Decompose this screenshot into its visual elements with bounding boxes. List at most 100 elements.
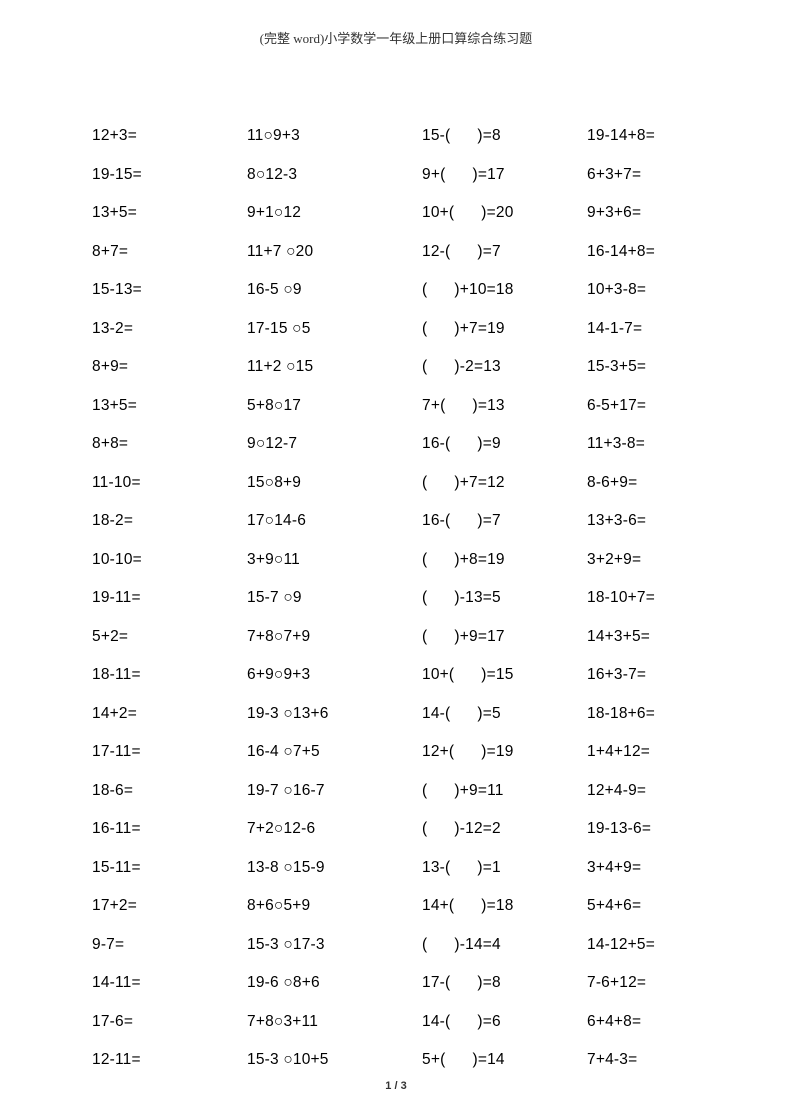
page-footer: 1 / 3	[0, 1080, 792, 1092]
problem-cell: 13+5=	[92, 204, 247, 222]
problem-cell: 8○12-3	[247, 166, 422, 184]
problem-cell: 8-6+9=	[587, 474, 742, 492]
problem-cell: 15-13=	[92, 281, 247, 299]
problem-cell: 17+2=	[92, 897, 247, 915]
problem-cell: 8+6○5+9	[247, 897, 422, 915]
problem-cell: 3+9○11	[247, 551, 422, 569]
problem-cell: 5+2=	[92, 628, 247, 646]
problem-cell: 11+2 ○15	[247, 358, 422, 376]
problem-cell: 15-11=	[92, 859, 247, 877]
problem-cell: 10+( )=20	[422, 204, 587, 222]
problem-cell: 16-11=	[92, 820, 247, 838]
problem-cell: ( )+8=19	[422, 551, 587, 569]
problem-cell: 18-10+7=	[587, 589, 742, 607]
problem-cell: 5+( )=14	[422, 1051, 587, 1069]
problem-cell: 17-6=	[92, 1013, 247, 1031]
problem-cell: ( )+10=18	[422, 281, 587, 299]
problem-cell: 11-10=	[92, 474, 247, 492]
problem-cell: 15-( )=8	[422, 127, 587, 145]
problem-cell: 11+3-8=	[587, 435, 742, 453]
problem-cell: 11○9+3	[247, 127, 422, 145]
problem-cell: 7+8○7+9	[247, 628, 422, 646]
problem-cell: 12+3=	[92, 127, 247, 145]
problem-cell: 15-3+5=	[587, 358, 742, 376]
problem-cell: 7+2○12-6	[247, 820, 422, 838]
problem-cell: 13-2=	[92, 320, 247, 338]
problem-cell: ( )-14=4	[422, 936, 587, 954]
problem-grid: 12+3=11○9+315-( )=819-14+8=19-15=8○12-39…	[92, 127, 712, 1069]
problem-cell: ( )-13=5	[422, 589, 587, 607]
problem-cell: 10+( )=15	[422, 666, 587, 684]
problem-cell: 3+2+9=	[587, 551, 742, 569]
problem-cell: 17○14-6	[247, 512, 422, 530]
problem-cell: 14+2=	[92, 705, 247, 723]
problem-cell: 10+3-8=	[587, 281, 742, 299]
problem-cell: 9+1○12	[247, 204, 422, 222]
problem-cell: 14+( )=18	[422, 897, 587, 915]
problem-cell: 7+4-3=	[587, 1051, 742, 1069]
problem-cell: 14-( )=6	[422, 1013, 587, 1031]
problem-cell: 17-( )=8	[422, 974, 587, 992]
problem-cell: 14-( )=5	[422, 705, 587, 723]
problem-cell: 19-15=	[92, 166, 247, 184]
worksheet-content: 12+3=11○9+315-( )=819-14+8=19-15=8○12-39…	[0, 47, 792, 1069]
problem-cell: 8+9=	[92, 358, 247, 376]
problem-cell: 13-8 ○15-9	[247, 859, 422, 877]
problem-cell: 15○8+9	[247, 474, 422, 492]
problem-cell: 13-( )=1	[422, 859, 587, 877]
problem-cell: 19-7 ○16-7	[247, 782, 422, 800]
problem-cell: 8+7=	[92, 243, 247, 261]
problem-cell: 7+8○3+11	[247, 1013, 422, 1031]
problem-cell: 18-18+6=	[587, 705, 742, 723]
problem-cell: 19-3 ○13+6	[247, 705, 422, 723]
problem-cell: 9○12-7	[247, 435, 422, 453]
problem-cell: 14-1-7=	[587, 320, 742, 338]
problem-cell: 16-4 ○7+5	[247, 743, 422, 761]
problem-cell: 19-13-6=	[587, 820, 742, 838]
problem-cell: 15-3 ○17-3	[247, 936, 422, 954]
problem-cell: 12+( )=19	[422, 743, 587, 761]
problem-cell: 5+8○17	[247, 397, 422, 415]
problem-cell: 6+4+8=	[587, 1013, 742, 1031]
problem-cell: 16-14+8=	[587, 243, 742, 261]
problem-cell: ( )+7=19	[422, 320, 587, 338]
problem-cell: 9+( )=17	[422, 166, 587, 184]
problem-cell: ( )+9=11	[422, 782, 587, 800]
problem-cell: 6+9○9+3	[247, 666, 422, 684]
problem-cell: 15-3 ○10+5	[247, 1051, 422, 1069]
page-header: (完整 word)小学数学一年级上册口算综合练习题	[0, 0, 792, 47]
problem-cell: 16-( )=9	[422, 435, 587, 453]
problem-cell: 3+4+9=	[587, 859, 742, 877]
problem-cell: 5+4+6=	[587, 897, 742, 915]
problem-cell: 17-15 ○5	[247, 320, 422, 338]
problem-cell: 12-11=	[92, 1051, 247, 1069]
problem-cell: 6-5+17=	[587, 397, 742, 415]
problem-cell: 1+4+12=	[587, 743, 742, 761]
problem-cell: 13+5=	[92, 397, 247, 415]
problem-cell: ( )+9=17	[422, 628, 587, 646]
problem-cell: 14-11=	[92, 974, 247, 992]
problem-cell: 16-( )=7	[422, 512, 587, 530]
problem-cell: 15-7 ○9	[247, 589, 422, 607]
problem-cell: 6+3+7=	[587, 166, 742, 184]
problem-cell: ( )-12=2	[422, 820, 587, 838]
problem-cell: 8+8=	[92, 435, 247, 453]
problem-cell: 7-6+12=	[587, 974, 742, 992]
problem-cell: 12-( )=7	[422, 243, 587, 261]
problem-cell: ( )+7=12	[422, 474, 587, 492]
problem-cell: 14-12+5=	[587, 936, 742, 954]
problem-cell: 14+3+5=	[587, 628, 742, 646]
problem-cell: 7+( )=13	[422, 397, 587, 415]
problem-cell: 13+3-6=	[587, 512, 742, 530]
problem-cell: 9+3+6=	[587, 204, 742, 222]
problem-cell: 18-6=	[92, 782, 247, 800]
problem-cell: 12+4-9=	[587, 782, 742, 800]
problem-cell: ( )-2=13	[422, 358, 587, 376]
problem-cell: 17-11=	[92, 743, 247, 761]
problem-cell: 16-5 ○9	[247, 281, 422, 299]
problem-cell: 19-11=	[92, 589, 247, 607]
problem-cell: 19-6 ○8+6	[247, 974, 422, 992]
problem-cell: 11+7 ○20	[247, 243, 422, 261]
problem-cell: 18-2=	[92, 512, 247, 530]
problem-cell: 18-11=	[92, 666, 247, 684]
